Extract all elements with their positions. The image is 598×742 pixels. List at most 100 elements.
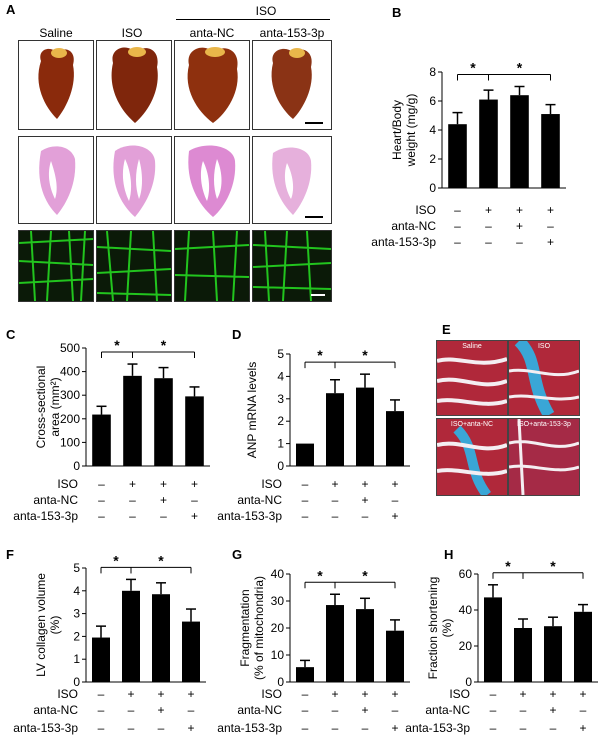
condition-sign-d: – [332,509,339,523]
y-tick-label-g: 30 [271,594,285,608]
condition-sign-b: + [516,203,523,217]
bar-c [123,375,142,466]
bar-b [448,124,467,188]
condition-sign-b: – [547,219,554,233]
condition-sign-d: + [391,509,398,523]
y-tick-label-g: 40 [271,567,285,581]
y-tick-label-d: 5 [277,347,284,361]
panel-letter-d: D [232,327,241,342]
y-axis-label-c: area (mm²) [48,377,62,436]
condition-label-d: anta-NC [237,493,282,507]
condition-sign-b: – [485,219,492,233]
y-tick-label-g: 10 [271,648,285,662]
condition-sign-d: + [361,493,368,507]
condition-sign-b: + [547,235,554,249]
significance-star-f: * [113,552,119,568]
bar-b [541,114,560,188]
condition-sign-g: – [392,703,399,717]
col-header-saline: Saline [39,26,73,40]
he-section-shape [272,147,323,218]
masson-texture [437,425,507,495]
condition-sign-d: – [362,509,369,523]
y-tick-label-b: 0 [429,181,436,195]
condition-sign-h: + [579,687,586,701]
panel-letter-a: A [6,2,16,17]
condition-sign-h: – [520,721,527,735]
y-tick-label-d: 4 [277,369,284,383]
masson-title-iso: ISO [537,343,551,350]
col-header-anta-nc: anta-NC [189,26,235,40]
condition-sign-d: – [302,493,309,507]
y-tick-label-c: 100 [60,435,80,449]
condition-sign-b: – [485,235,492,249]
bar-b [479,99,498,188]
condition-sign-h: + [549,703,556,717]
he-section-shape [188,145,236,217]
condition-label-d: ISO [261,477,282,491]
y-tick-label-c: 200 [60,412,80,426]
wga-image-anta-nc [174,230,250,302]
masson-title-anta-153: ISO+anta-153-3p [517,421,571,428]
wga-image-iso [96,230,172,302]
group-header-iso: ISO [255,4,277,18]
condition-label-h: anta-NC [425,703,470,717]
masson-title-saline: Saline [462,343,482,350]
y-tick-label-h: 60 [459,567,473,581]
masson-texture [509,341,579,415]
y-axis-label-g: (% of mitochondria) [252,576,266,680]
condition-sign-g: + [361,703,368,717]
bar-c [154,378,173,466]
condition-sign-h: – [550,721,557,735]
col-header-anta-153: anta-153-3p [259,26,325,40]
condition-sign-b: + [485,203,492,217]
condition-sign-g: + [331,687,338,701]
condition-sign-c: – [160,509,167,523]
y-tick-label-d: 1 [277,437,284,451]
condition-sign-h: – [490,703,497,717]
y-axis-label-f: LV collagen volume [34,573,48,677]
heart-shape [111,47,158,123]
condition-sign-f: – [98,687,105,701]
wga-network [174,230,250,302]
bar-d [356,387,374,466]
condition-sign-d: – [332,493,339,507]
masson-image-iso: ISO [508,340,580,416]
y-tick-label-f: 5 [73,561,80,575]
bar-g [356,609,374,682]
bar-f [182,621,200,682]
condition-sign-d: – [392,493,399,507]
significance-star-h: * [505,558,511,574]
y-tick-label-f: 1 [73,652,80,666]
heart-shape [38,48,74,119]
y-tick-label-c: 300 [60,388,80,402]
condition-sign-c: + [191,477,198,491]
significance-star-g: * [362,567,368,583]
condition-sign-d: + [361,477,368,491]
condition-label-g: anta-NC [237,703,282,717]
bar-b [510,95,529,188]
wga-network [96,230,172,302]
condition-sign-h: + [579,721,586,735]
condition-label-f: ISO [57,687,78,701]
significance-star-g: * [317,567,323,583]
condition-sign-c: + [160,493,167,507]
panel-letter-c: C [6,327,16,342]
condition-sign-h: – [490,687,497,701]
condition-sign-f: – [188,703,195,717]
panel-letter-g: G [232,547,242,562]
condition-label-b: ISO [415,203,436,217]
y-tick-label-g: 20 [271,621,285,635]
condition-sign-c: – [98,477,105,491]
bar-g [326,605,344,682]
condition-sign-d: – [302,477,309,491]
condition-sign-h: + [549,687,556,701]
condition-sign-d: + [331,477,338,491]
condition-label-b: anta-153-3p [371,235,436,249]
condition-sign-h: – [580,703,587,717]
condition-sign-c: + [160,477,167,491]
bar-h [574,611,592,682]
heart-image-iso [96,40,172,130]
condition-sign-c: + [129,477,136,491]
bar-f [122,590,140,682]
y-axis-label-h: (%) [440,619,454,638]
